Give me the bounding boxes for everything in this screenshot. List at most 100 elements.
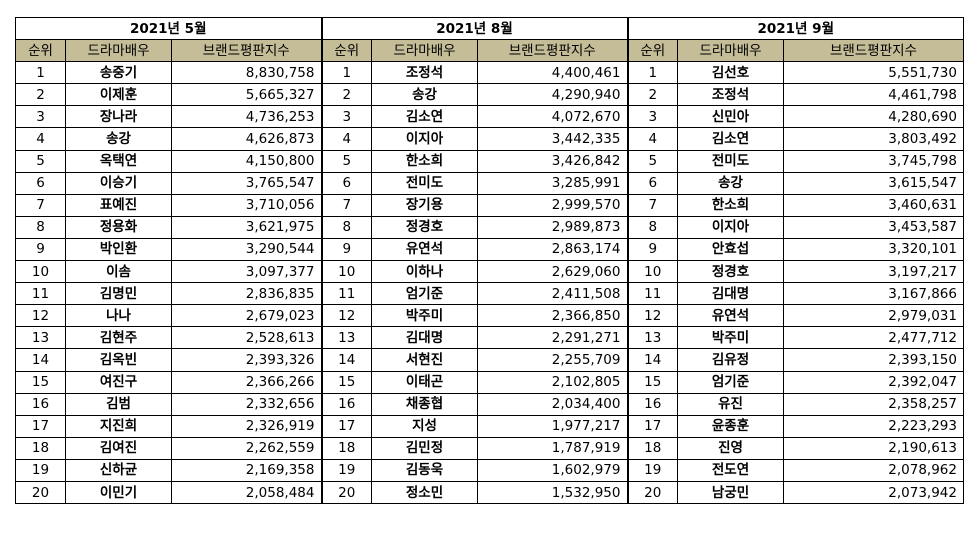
rank-cell: 4 [320, 127, 372, 151]
table-row: 9 박인환 3,290,544 9 유연석 2,863,174 9 안효섭 3,320,101 [15, 237, 964, 262]
actor-name-cell: 조정석 [677, 83, 784, 107]
col-header-score: 브랜드평판지수 [477, 39, 628, 63]
actor-name-cell: 지성 [371, 414, 478, 438]
score-cell: 3,097,377 [171, 260, 322, 284]
score-cell: 3,442,335 [477, 127, 628, 151]
rank-cell: 12 [626, 304, 678, 328]
rank-cell: 19 [626, 458, 678, 482]
col-header-name: 드라마배우 [371, 39, 478, 63]
actor-name-cell: 박주미 [371, 304, 478, 328]
rank-cell: 4 [626, 127, 678, 151]
rank-cell: 1 [626, 61, 678, 85]
score-cell: 2,836,835 [171, 282, 322, 306]
score-cell: 2,190,613 [783, 436, 964, 460]
score-cell: 2,528,613 [171, 326, 322, 350]
actor-name-cell: 이승기 [65, 171, 172, 195]
actor-name-cell: 김소연 [371, 105, 478, 129]
col-header-score: 브랜드평판지수 [783, 39, 964, 63]
rank-cell: 5 [626, 149, 678, 173]
score-cell: 3,197,217 [783, 260, 964, 284]
actor-name-cell: 정용화 [65, 215, 172, 239]
actor-name-cell: 신민아 [677, 105, 784, 129]
rank-cell: 8 [320, 215, 372, 239]
actor-name-cell: 전도연 [677, 458, 784, 482]
actor-name-cell: 남궁민 [677, 480, 784, 505]
ranking-table-container: 2021년 5월 2021년 8월 2021년 9월 순위 드라마배우 브랜드평… [15, 16, 964, 505]
score-cell: 8,830,758 [171, 61, 322, 85]
actor-name-cell: 여진구 [65, 370, 172, 394]
actor-name-cell: 송강 [677, 171, 784, 195]
table-row: 3 장나라 4,736,253 3 김소연 4,072,670 3 신민아 4,280,690 [15, 105, 964, 129]
rank-cell: 8 [15, 215, 66, 239]
month-title-1: 2021년 8월 [320, 16, 628, 41]
score-cell: 4,150,800 [171, 149, 322, 173]
score-cell: 3,290,544 [171, 237, 322, 262]
actor-name-cell: 이제훈 [65, 83, 172, 107]
score-cell: 2,863,174 [477, 237, 628, 262]
actor-name-cell: 박주미 [677, 326, 784, 350]
actor-name-cell: 김대명 [677, 282, 784, 306]
actor-name-cell: 전미도 [371, 171, 478, 195]
rank-cell: 3 [626, 105, 678, 129]
col-header-name: 드라마배우 [677, 39, 784, 63]
table-row: 4 송강 4,626,873 4 이지아 3,442,335 4 김소연 3,803,492 [15, 127, 964, 151]
rank-cell: 18 [15, 436, 66, 460]
rank-cell: 2 [626, 83, 678, 107]
rank-cell: 3 [320, 105, 372, 129]
table-row: 11 김명민 2,836,835 11 엄기준 2,411,508 11 김대명 3,167,8… [15, 282, 964, 306]
rank-cell: 12 [15, 304, 66, 328]
rank-cell: 20 [15, 480, 66, 505]
score-cell: 2,332,656 [171, 392, 322, 416]
score-cell: 2,629,060 [477, 260, 628, 284]
actor-name-cell: 이민기 [65, 480, 172, 505]
rank-cell: 10 [320, 260, 372, 284]
actor-name-cell: 안효섭 [677, 237, 784, 262]
rank-cell: 13 [15, 326, 66, 350]
col-header-rank: 순위 [626, 39, 678, 63]
table-row: 15 여진구 2,366,266 15 이태곤 2,102,805 15 엄기준 2,392,0… [15, 370, 964, 394]
rank-cell: 8 [626, 215, 678, 239]
score-cell: 1,602,979 [477, 458, 628, 482]
rank-cell: 13 [626, 326, 678, 350]
table-row: 6 이승기 3,765,547 6 전미도 3,285,991 6 송강 3,615,547 [15, 171, 964, 195]
score-cell: 3,460,631 [783, 193, 964, 217]
score-cell: 2,291,271 [477, 326, 628, 350]
table-row: 13 김현주 2,528,613 13 김대명 2,291,271 13 박주미 2,477,7… [15, 326, 964, 350]
actor-name-cell: 송강 [371, 83, 478, 107]
table-row: 16 김범 2,332,656 16 채종협 2,034,400 16 유진 2,358,257 [15, 392, 964, 416]
table-row: 17 지진희 2,326,919 17 지성 1,977,217 17 윤종훈 2,223,29… [15, 414, 964, 438]
score-cell: 2,034,400 [477, 392, 628, 416]
rank-cell: 17 [626, 414, 678, 438]
actor-name-cell: 김유정 [677, 348, 784, 372]
actor-name-cell: 이하나 [371, 260, 478, 284]
score-cell: 2,999,570 [477, 193, 628, 217]
rank-cell: 1 [15, 61, 66, 85]
table-row: 5 옥택연 4,150,800 5 한소희 3,426,842 5 전미도 3,745,798 [15, 149, 964, 173]
rank-cell: 6 [320, 171, 372, 195]
col-header-score: 브랜드평판지수 [171, 39, 322, 63]
score-cell: 3,453,587 [783, 215, 964, 239]
rank-cell: 14 [626, 348, 678, 372]
col-header-rank: 순위 [15, 39, 66, 63]
score-cell: 2,366,850 [477, 304, 628, 328]
rank-cell: 11 [15, 282, 66, 306]
score-cell: 3,710,056 [171, 193, 322, 217]
actor-name-cell: 박인환 [65, 237, 172, 262]
score-cell: 2,411,508 [477, 282, 628, 306]
score-cell: 4,736,253 [171, 105, 322, 129]
rank-cell: 11 [320, 282, 372, 306]
actor-name-cell: 김현주 [65, 326, 172, 350]
score-cell: 3,320,101 [783, 237, 964, 262]
table-row: 10 이솜 3,097,377 10 이하나 2,629,060 10 정경호 3,197,21… [15, 260, 964, 284]
rank-cell: 16 [320, 392, 372, 416]
score-cell: 4,400,461 [477, 61, 628, 85]
rank-cell: 6 [15, 171, 66, 195]
score-cell: 4,461,798 [783, 83, 964, 107]
score-cell: 2,262,559 [171, 436, 322, 460]
rank-cell: 2 [15, 83, 66, 107]
actor-name-cell: 유연석 [371, 237, 478, 262]
score-cell: 2,679,023 [171, 304, 322, 328]
rank-cell: 14 [320, 348, 372, 372]
score-cell: 5,551,730 [783, 61, 964, 85]
rank-cell: 3 [15, 105, 66, 129]
